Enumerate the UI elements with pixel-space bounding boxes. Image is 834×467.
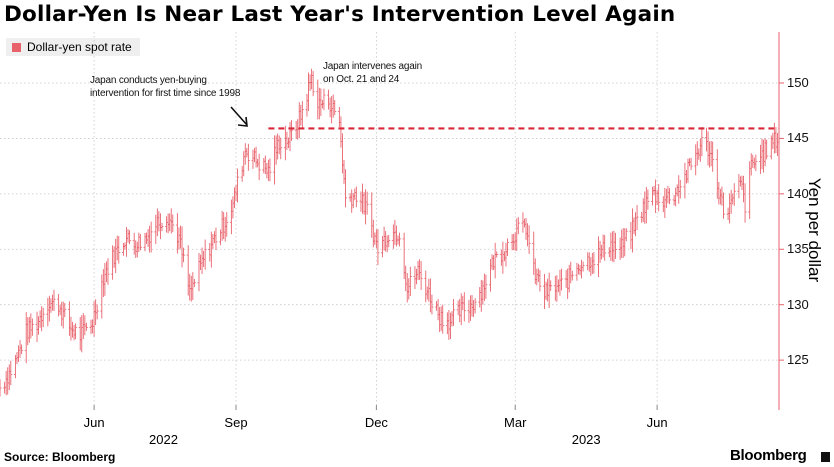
annotation-line: intervention for first time since 1998 <box>90 88 241 99</box>
y-tick-label: 125 <box>787 352 809 368</box>
price-bars <box>0 68 779 397</box>
x-tick-label: Jun <box>83 415 105 430</box>
y-tick-label: 130 <box>787 296 809 312</box>
chart-title: Dollar-Yen Is Near Last Year's Intervent… <box>4 2 676 27</box>
y-tick-label: 150 <box>787 74 809 90</box>
annotation-second-intervention: Japan intervenes again on Oct. 21 and 24 <box>323 60 422 86</box>
annotation-line: on Oct. 21 and 24 <box>323 74 400 85</box>
bloomberg-mark-icon <box>821 452 830 462</box>
x-axis-ticks <box>93 405 658 410</box>
x-tick-label: Dec <box>364 415 388 430</box>
annotation-line: Japan intervenes again <box>323 61 423 72</box>
arrow-icon <box>230 106 248 127</box>
x-tick-label: Sep <box>224 415 248 430</box>
source-note: Source: Bloomberg <box>4 450 116 464</box>
year-label: 2022 <box>149 432 178 447</box>
legend: Dollar-yen spot rate <box>6 38 140 56</box>
y-tick-label: 135 <box>787 241 809 257</box>
y-tick-label: 140 <box>787 185 809 201</box>
x-tick-label: Mar <box>504 415 527 430</box>
year-label: 2023 <box>571 432 601 447</box>
y-tick-label: 145 <box>787 130 809 146</box>
legend-label: Dollar-yen spot rate <box>27 40 132 54</box>
gridlines <box>0 32 779 410</box>
legend-swatch <box>12 42 21 52</box>
y-axis-ticks <box>779 82 784 361</box>
y-axis-label: Yen per dollar <box>805 177 824 283</box>
x-tick-label: Jun <box>646 415 668 430</box>
brand-logo: Bloomberg <box>730 447 807 464</box>
annotation-line: Japan conducts yen-buying <box>90 75 207 86</box>
annotation-first-intervention: Japan conducts yen-buying intervention f… <box>90 74 240 100</box>
